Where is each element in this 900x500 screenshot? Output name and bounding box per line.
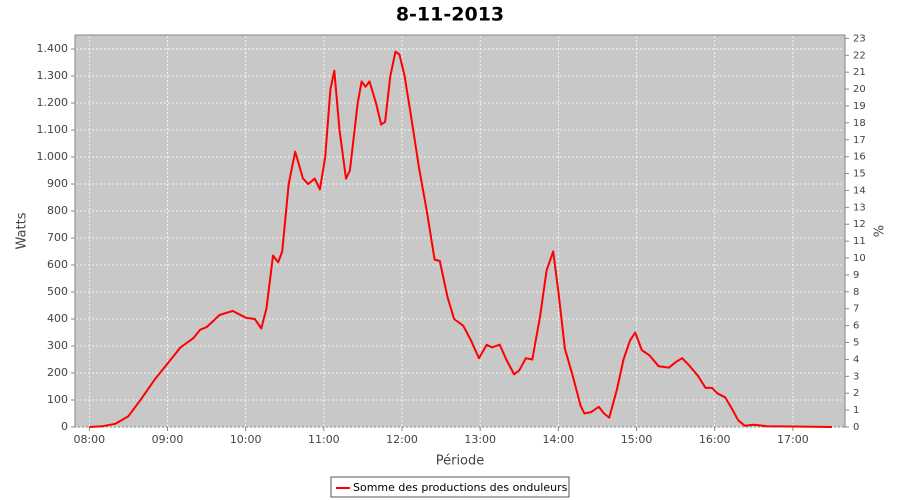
y2-tick-label: 6 xyxy=(853,321,859,332)
y2-tick-label: 19 xyxy=(853,101,866,112)
y2-tick-label: 1 xyxy=(853,405,859,416)
y2-tick-label: 13 xyxy=(853,202,866,213)
y2-tick-label: 7 xyxy=(853,304,859,315)
y2-axis-label: % xyxy=(873,225,888,237)
y-tick-label: 500 xyxy=(47,285,68,298)
y2-tick-label: 14 xyxy=(853,185,866,196)
y2-tick-label: 10 xyxy=(853,253,866,264)
y2-tick-label: 9 xyxy=(853,270,859,281)
legend-entry: Somme des productions des onduleurs xyxy=(336,481,568,494)
y-axis-label: Watts xyxy=(15,212,30,249)
x-tick-label: 13:00 xyxy=(464,433,496,446)
line-series xyxy=(89,50,833,428)
x-tick-label: 14:00 xyxy=(543,433,575,446)
x-tick-label: 12:00 xyxy=(386,433,418,446)
y2-tick-label: 2 xyxy=(853,388,859,399)
x-tick-label: 08:00 xyxy=(73,433,105,446)
x-tick-label: 17:00 xyxy=(777,433,809,446)
x-tick-label: 10:00 xyxy=(230,433,262,446)
plot-area xyxy=(74,34,846,428)
y-tick-label: 900 xyxy=(47,177,68,190)
x-tick-label: 15:00 xyxy=(621,433,653,446)
y2-tick-label: 23 xyxy=(853,33,866,44)
x-tick-label: 11:00 xyxy=(308,433,340,446)
y2-tick-label: 11 xyxy=(853,236,866,247)
y2-tick-label: 4 xyxy=(853,354,859,365)
y2-tick-label: 20 xyxy=(853,84,866,95)
y2-tick-label: 5 xyxy=(853,338,859,349)
y-tick-label: 1.000 xyxy=(37,150,69,163)
y-tick-label: 1.100 xyxy=(37,123,69,136)
y-tick-label: 1.300 xyxy=(37,69,69,82)
y2-tick-label: 17 xyxy=(853,135,866,146)
y-tick-label: 800 xyxy=(47,204,68,217)
legend xyxy=(330,476,570,498)
y2-tick-label: 12 xyxy=(853,219,866,230)
y2-tick-label: 21 xyxy=(853,67,866,78)
x-axis-label: Période xyxy=(436,454,485,469)
legend-label: Somme des productions des onduleurs xyxy=(353,481,568,494)
x-tick-label: 09:00 xyxy=(152,433,184,446)
y-tick-label: 400 xyxy=(47,312,68,325)
y2-tick-label: 3 xyxy=(853,371,859,382)
y2-tick-label: 16 xyxy=(853,152,866,163)
y-tick-label: 0 xyxy=(61,420,68,433)
x-tick-label: 16:00 xyxy=(699,433,731,446)
y-tick-label: 600 xyxy=(47,258,68,271)
y-tick-label: 200 xyxy=(47,366,68,379)
chart-title: 8-11-2013 xyxy=(396,4,504,26)
y-tick-label: 1.400 xyxy=(37,42,69,55)
y2-tick-label: 15 xyxy=(853,169,866,180)
y2-tick-label: 0 xyxy=(853,422,859,433)
y2-tick-label: 22 xyxy=(853,50,866,61)
y2-tick-label: 8 xyxy=(853,287,859,298)
y-tick-label: 100 xyxy=(47,393,68,406)
y-tick-label: 700 xyxy=(47,231,68,244)
y-tick-label: 300 xyxy=(47,339,68,352)
y2-tick-label: 18 xyxy=(853,118,866,129)
y-tick-label: 1.200 xyxy=(37,96,69,109)
